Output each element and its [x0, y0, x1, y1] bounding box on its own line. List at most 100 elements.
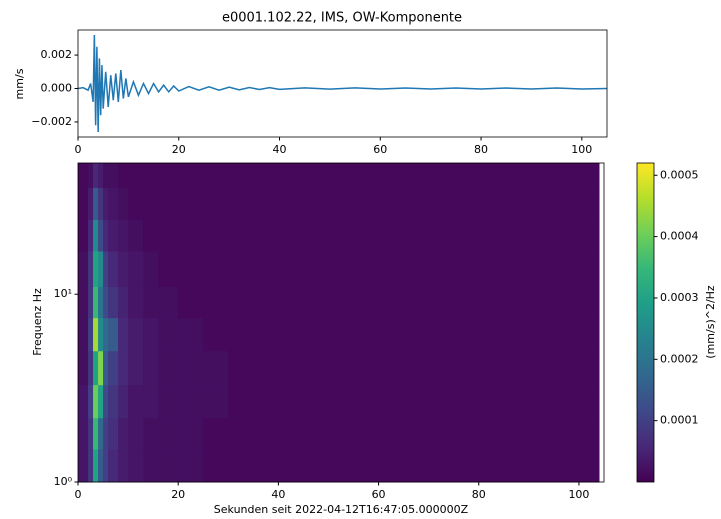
heat-cell [143, 384, 159, 419]
heat-cell [278, 286, 329, 319]
heat-cell [128, 417, 144, 450]
heat-cell [178, 350, 204, 386]
heat-cell [178, 163, 204, 189]
heat-cell [108, 286, 119, 319]
heat-cell [158, 350, 179, 386]
heat-cell [98, 163, 104, 189]
x-tick-label: 80 [472, 488, 486, 501]
heat-cell [428, 187, 480, 221]
heat-cell [528, 286, 580, 319]
heat-cell [228, 286, 279, 319]
colorbar-label: (mm/s)^2/Hz [704, 285, 717, 359]
x-tick-label: 0 [75, 488, 82, 501]
heat-cell [118, 350, 129, 386]
heat-cell [578, 417, 600, 450]
heat-cell [203, 219, 229, 252]
heat-cell [88, 448, 94, 483]
heat-cell [328, 250, 380, 287]
heat-cell [93, 219, 99, 252]
heat-cell [103, 350, 109, 386]
heat-cell [528, 219, 580, 252]
heat-cell [158, 384, 179, 419]
heat-cell [478, 317, 530, 352]
heat-cell [478, 250, 530, 287]
heat-cell [108, 384, 119, 419]
axes-frame [77, 29, 608, 138]
heat-cell [328, 317, 380, 352]
heat-cell [98, 286, 104, 319]
heat-cell [78, 187, 89, 221]
heat-cell [143, 187, 159, 221]
chart-title: e0001.102.22, IMS, OW-Komponente [222, 11, 462, 26]
x-tick-label: 40 [271, 488, 285, 501]
heat-cell [428, 384, 480, 419]
heat-cell [203, 317, 229, 352]
heat-cell [128, 163, 144, 189]
heat-cell [378, 448, 430, 483]
heat-cell [378, 219, 430, 252]
heat-cell [88, 384, 94, 419]
heat-cell [278, 163, 329, 189]
heat-cell [103, 219, 109, 252]
heat-cell [108, 417, 119, 450]
heat-cell [78, 286, 89, 319]
heat-cell [178, 250, 204, 287]
heat-cell [428, 250, 480, 287]
heat-cell [88, 187, 94, 221]
heat-cell [118, 317, 129, 352]
heat-cell [118, 448, 129, 483]
heat-cell [103, 286, 109, 319]
heat-cell [93, 384, 99, 419]
heat-cell [93, 448, 99, 483]
heat-cell [478, 187, 530, 221]
y-tick-label: 10¹ [54, 287, 72, 300]
heat-cell [528, 163, 580, 189]
heat-cell [108, 317, 119, 352]
colorbar-tick-label: 0.0003 [660, 291, 699, 304]
heat-cell [118, 187, 129, 221]
heat-cell [578, 219, 600, 252]
heat-cell [158, 187, 179, 221]
heat-cell [578, 286, 600, 319]
heat-cell [93, 163, 99, 189]
x-tick-label: 0 [75, 143, 82, 156]
heat-cell [278, 187, 329, 221]
heat-cell [203, 163, 229, 189]
heat-cell [98, 219, 104, 252]
heat-cell [378, 163, 430, 189]
x-tick-label: 40 [273, 143, 287, 156]
heat-cell [103, 187, 109, 221]
heat-cell [428, 219, 480, 252]
heat-cell [143, 448, 159, 483]
heat-cell [228, 448, 279, 483]
heat-cell [578, 163, 600, 189]
heat-cell [578, 350, 600, 386]
heat-cell [98, 350, 104, 386]
heat-cell [78, 417, 89, 450]
heat-cell [88, 286, 94, 319]
heat-cell [428, 317, 480, 352]
heat-cell [378, 250, 430, 287]
heat-cell [143, 163, 159, 189]
colorbar-tick-label: 0.0004 [660, 230, 699, 243]
data-line [78, 35, 607, 132]
heat-cell [203, 384, 229, 419]
heat-cell [578, 250, 600, 287]
heat-cell [328, 384, 380, 419]
heat-cell [103, 384, 109, 419]
heat-cell [103, 448, 109, 483]
heat-cell [203, 187, 229, 221]
heat-cell [108, 350, 119, 386]
heat-cell [478, 350, 530, 386]
heat-cell [158, 448, 179, 483]
heat-cell [103, 250, 109, 287]
heat-cell [228, 417, 279, 450]
heat-cell [128, 250, 144, 287]
heat-cell [178, 417, 204, 450]
heat-cell [478, 286, 530, 319]
colorbar-tick-label: 0.0001 [660, 414, 699, 427]
heat-cell [528, 350, 580, 386]
heat-cell [88, 417, 94, 450]
heat-cell [428, 350, 480, 386]
